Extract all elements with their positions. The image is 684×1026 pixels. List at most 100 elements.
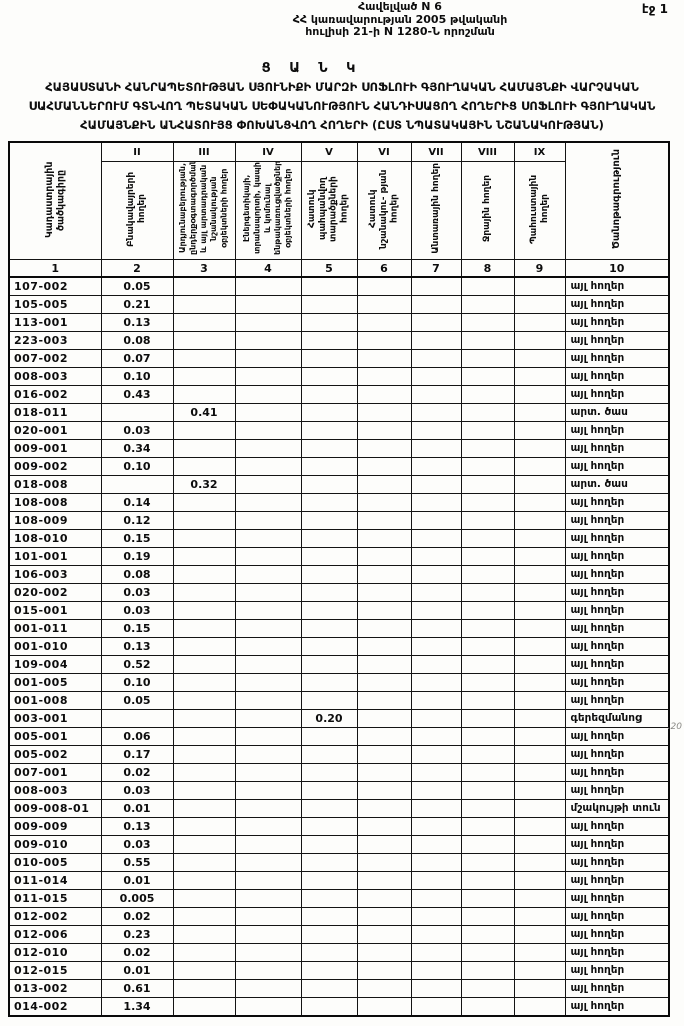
area-value-cell (234, 961, 302, 980)
col6-header-label: Հատուկ նշանակու- թյան հողեր (367, 168, 400, 249)
area-value-cell (356, 439, 412, 458)
area-value-cell (513, 799, 566, 818)
area-value-cell (172, 439, 236, 458)
cadastral-code-cell: 001-008 (8, 691, 102, 710)
area-value-cell (172, 565, 236, 584)
area-value-cell (460, 565, 515, 584)
note-cell: այլ հողեր (564, 493, 670, 512)
area-value-cell (172, 601, 236, 620)
area-value-cell (410, 601, 462, 620)
area-value-cell (410, 421, 462, 440)
area-value-cell (300, 547, 358, 566)
area-value-cell (356, 709, 412, 728)
area-value-cell (300, 889, 358, 908)
area-value-cell (513, 493, 566, 512)
area-value-cell (234, 331, 302, 350)
area-value-cell (460, 637, 515, 656)
area-value-cell (234, 709, 302, 728)
area-value-cell: 0.03 (100, 781, 174, 800)
area-value-cell (300, 583, 358, 602)
area-value-cell (356, 727, 412, 746)
area-value-cell (300, 781, 358, 800)
area-value-cell (513, 745, 566, 764)
area-value-cell: 0.02 (100, 943, 174, 962)
area-value-cell (513, 529, 566, 548)
area-value-cell: 0.03 (100, 601, 174, 620)
cadastral-code-cell: 011-015 (8, 889, 102, 908)
area-value-cell (300, 601, 358, 620)
table-row: 020-001 0.03 այլ հողեր (8, 421, 670, 440)
area-value-cell (234, 655, 302, 674)
area-value-cell (410, 619, 462, 638)
col8-header-label: Ջրային հողեր (482, 174, 493, 242)
area-value-cell: 0.41 (172, 403, 236, 422)
area-value-cell: 0.14 (100, 493, 174, 512)
area-value-cell: 0.52 (100, 655, 174, 674)
area-value-cell (513, 979, 566, 998)
area-value-cell (300, 763, 358, 782)
area-value-cell (172, 529, 236, 548)
area-value-cell (513, 781, 566, 800)
area-value-cell (410, 331, 462, 350)
area-value-cell (234, 979, 302, 998)
area-value-cell (460, 673, 515, 692)
area-value-cell (460, 799, 515, 818)
area-value-cell (356, 529, 412, 548)
area-value-cell (172, 691, 236, 710)
area-value-cell (172, 583, 236, 602)
area-value-cell (513, 871, 566, 890)
area-value-cell (410, 547, 462, 566)
area-value-cell (460, 817, 515, 836)
table-row: 101-001 0.19 այլ հողեր (8, 547, 670, 566)
area-value-cell (172, 709, 236, 728)
note-cell: այլ հողեր (564, 457, 670, 476)
area-value-cell (410, 493, 462, 512)
col1-header-cell: Կադաստրային ծածկագիրը (8, 141, 102, 260)
area-value-cell (234, 871, 302, 890)
area-value-cell (410, 817, 462, 836)
column-number: 1 (8, 259, 102, 278)
area-value-cell (172, 961, 236, 980)
table-row: 011-015 0.005 այլ հողեր (8, 889, 670, 908)
area-value-cell (300, 403, 358, 422)
area-value-cell (410, 367, 462, 386)
cadastral-code-cell: 113-001 (8, 313, 102, 332)
area-value-cell: 0.02 (100, 763, 174, 782)
table-row: 012-015 0.01 այլ հողեր (8, 961, 670, 980)
col10-header-label: Ծանոթագրություն (610, 149, 622, 250)
area-value-cell: 0.21 (100, 295, 174, 314)
area-value-cell (172, 619, 236, 638)
area-value-cell (300, 745, 358, 764)
area-value-cell (410, 889, 462, 908)
area-value-cell (460, 871, 515, 890)
area-value-cell (410, 691, 462, 710)
area-value-cell (356, 961, 412, 980)
col10-header-cell: Ծանոթագրություն (564, 141, 670, 260)
note-cell: արտ. ծաս (564, 403, 670, 422)
area-value-cell (100, 403, 174, 422)
area-value-cell (234, 673, 302, 692)
area-value-cell (460, 979, 515, 998)
area-value-cell (410, 583, 462, 602)
table-row: 010-005 0.55 այլ հողեր (8, 853, 670, 872)
note-cell: այլ հողեր (564, 943, 670, 962)
area-value-cell (460, 295, 515, 314)
area-value-cell: 0.61 (100, 979, 174, 998)
area-value-cell (513, 475, 566, 494)
roman-numeral: IX (513, 141, 566, 162)
area-value-cell (300, 943, 358, 962)
note-cell: այլ հողեր (564, 979, 670, 998)
area-value-cell: 0.02 (100, 907, 174, 926)
area-value-cell (356, 385, 412, 404)
note-cell: այլ հողեր (564, 745, 670, 764)
area-value-cell (356, 907, 412, 926)
area-value-cell (234, 349, 302, 368)
area-value-cell (300, 295, 358, 314)
note-cell: այլ հողեր (564, 367, 670, 386)
area-value-cell (513, 619, 566, 638)
area-value-cell (513, 385, 566, 404)
area-value-cell (460, 907, 515, 926)
cadastral-code-cell: 008-003 (8, 781, 102, 800)
cadastral-code-cell: 008-003 (8, 367, 102, 386)
area-value-cell: 0.07 (100, 349, 174, 368)
